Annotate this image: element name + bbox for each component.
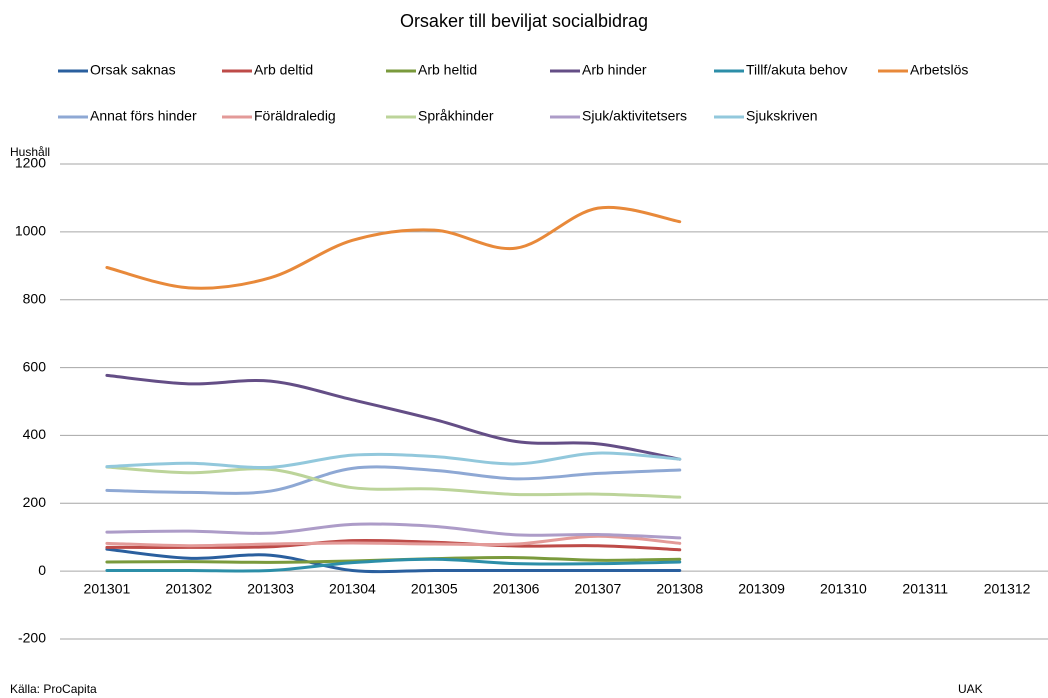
legend-label: Orsak saknas (90, 62, 176, 78)
y-axis-label: Hushåll (10, 145, 50, 159)
series-line (105, 522, 682, 540)
x-tick-label: 201311 (902, 581, 948, 597)
x-tick-label: 201309 (738, 581, 785, 597)
y-tick-label: 600 (23, 358, 47, 374)
legend-label: Arbetslös (910, 62, 968, 78)
series-line (105, 205, 682, 290)
y-tick-label: 400 (23, 426, 47, 442)
legend-label: Språkhinder (418, 108, 494, 124)
legend-label: Arb heltid (418, 62, 477, 78)
source: Källa: ProCapita (10, 682, 97, 696)
y-tick-label: 1200 (15, 155, 46, 171)
x-tick-label: 201305 (411, 581, 458, 597)
x-tick-label: 201301 (84, 581, 131, 597)
series-line (105, 451, 682, 470)
x-tick-label: 201310 (820, 581, 867, 597)
y-tick-label: 1000 (15, 223, 46, 239)
x-tick-label: 201304 (329, 581, 376, 597)
x-tick-label: 201307 (575, 581, 622, 597)
x-tick-label: 201302 (165, 581, 212, 597)
legend-label: Arb hinder (582, 62, 647, 78)
y-tick-label: 800 (23, 290, 47, 306)
series-line (105, 373, 682, 461)
legend-label: Föräldraledig (254, 108, 336, 124)
series-line (105, 534, 682, 548)
series-line (105, 465, 682, 499)
chart-title: Orsaker till beviljat socialbidrag (400, 11, 648, 31)
note: UAK (958, 682, 983, 696)
y-tick-label: -200 (18, 630, 46, 646)
y-tick-label: 200 (23, 494, 47, 510)
legend-label: Annat förs hinder (90, 108, 197, 124)
legend-label: Sjukskriven (746, 108, 818, 124)
legend-label: Sjuk/aktivitetsers (582, 108, 687, 124)
legend-label: Arb deltid (254, 62, 313, 78)
series-line (105, 538, 682, 552)
y-tick-label: 0 (38, 562, 46, 578)
series-line (105, 557, 682, 573)
legend-label: Tillf/akuta behov (746, 62, 847, 78)
x-tick-label: 201303 (247, 581, 294, 597)
x-tick-label: 201306 (493, 581, 540, 597)
x-tick-label: 201312 (984, 581, 1031, 597)
series-line (105, 465, 682, 495)
series-line (105, 547, 682, 574)
x-tick-label: 201308 (656, 581, 703, 597)
